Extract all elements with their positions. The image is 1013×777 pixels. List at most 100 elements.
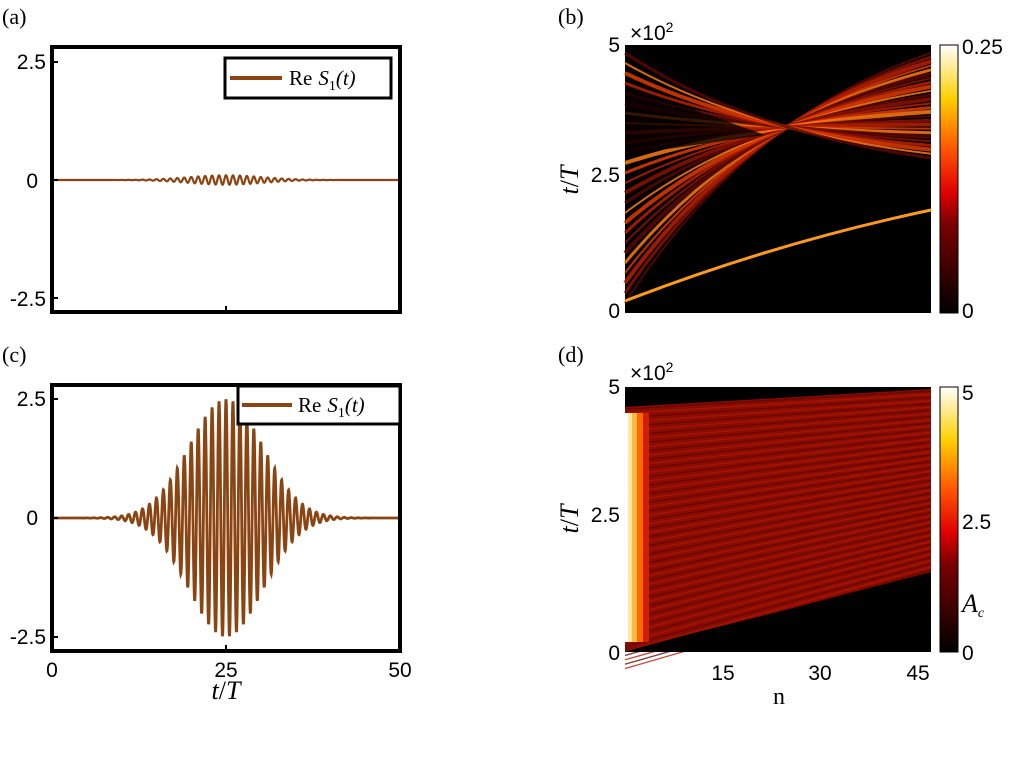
panel-label-b: (b) [558,4,584,29]
heatmap-d-ray [624,457,932,503]
cb-d-min: 0 [962,642,974,665]
series-c-re-s1 [52,399,400,637]
heatmap-d-ray [624,470,932,520]
colorbar-b [939,44,959,314]
heatmap-b-dark-region [625,215,931,313]
heatmap-d-ray [624,524,932,595]
colorbar-d [939,386,959,653]
legend-a-text: Re S1(t) [289,66,356,94]
heatmap-d-ray [624,534,932,608]
legend-c: Re S1(t) [236,384,402,426]
heatmap-d-ray [624,425,932,459]
panel-c: 2.5 0 -2.5 0 25 50 t/T Re S1(t) [10,383,412,705]
heatmap-d-ray [624,412,932,441]
heatmap-d-edge-mode [625,413,628,642]
heatmap-b-ray [624,109,932,165]
c-xtick-label: 50 [388,659,411,682]
d-ytick-label: 5 [608,376,620,399]
heatmap-d-ray [624,422,932,454]
d-ytick-label: 2.5 [591,504,620,527]
panel-a: 2.5 0 -2.5 Re S1(t) [10,45,402,314]
heatmap-d-ray [624,553,932,635]
panel-b: ×102 5 2.5 0 t/T 0.25 0 [555,19,1003,323]
heatmap-d-ray [624,492,932,551]
heatmap-d-ray [624,451,932,494]
heatmap-d-ray [624,537,932,613]
cb-b-min: 0 [962,300,974,323]
heatmap-d-ray [624,515,932,582]
heatmap-b-front [624,208,932,303]
heatmap-d-ray [624,428,932,463]
heatmap-d-ray [624,527,932,599]
heatmap-b-ray [624,71,932,152]
b-ytick-label: 5 [608,34,620,57]
heatmap-d-ray [624,476,932,529]
d-multiplier: ×102 [630,359,674,385]
heatmap-d-ray [624,483,932,538]
heatmap-d-ray [624,393,932,415]
heatmap-d-ray [624,518,932,586]
heatmap-d-ray [624,547,932,626]
heatmap-d-ray [624,486,932,542]
heatmap-d-ray [624,543,932,621]
b-multiplier: ×102 [630,19,674,45]
heatmap-d-ray [624,489,932,547]
c-ytick-label: 2.5 [17,388,46,411]
heatmap-d-ray [624,550,932,630]
heatmap-d-ray [624,566,932,652]
heatmap-d-ray [624,502,932,564]
heatmap-d-ray [624,406,932,432]
heatmap-d-ray [624,403,932,428]
series-a-re-s1 [52,174,400,186]
heatmap-d-ray [624,473,932,525]
d-xaxis-label: n [773,684,785,710]
panel-label-c: (c) [2,342,26,367]
heatmap-b-rays [623,51,932,313]
c-xaxis-label: t/T [212,676,242,705]
heatmap-d-ray [624,563,932,648]
d-xtick-label: 15 [711,662,734,685]
legend-c-text: Re S1(t) [298,393,365,421]
heatmap-d-edge-mode [632,413,637,642]
heatmap-d-edge-mode [628,413,632,642]
d-xtick-label: 30 [808,662,831,685]
c-xtick-label: 25 [214,659,237,682]
cb-d-mid: 2.5 [962,511,991,534]
b-yaxis-label: t/T [555,164,584,194]
d-xtick-label: 45 [906,662,929,685]
heatmap-d-ray [624,438,932,476]
heatmap-d-ray [624,508,932,573]
heatmap-d-ray [624,505,932,569]
cb-d-label: Ac [960,589,985,621]
a-ytick-label: 2.5 [17,51,46,74]
c-xtick-label: 0 [46,659,58,682]
legend-a: Re S1(t) [223,56,393,100]
heatmap-d-ray [624,463,932,511]
heatmap-b-dark-wedge [625,85,765,155]
heatmap-d-ray [624,447,932,489]
heatmap-d-rays [624,389,932,670]
heatmap-d-ray [624,499,932,560]
heatmap-d-ray [624,479,932,533]
heatmap-d-ray [624,556,932,639]
heatmap-d-dark-region [625,572,931,652]
a-ytick-label: 0 [26,170,38,193]
panel-d: ×102 5 2.5 0 15 30 45 n t/T 5 2.5 0 Ac [555,359,991,710]
heatmap-d-ray [624,454,932,498]
b-ytick-label: 0 [608,300,620,323]
heatmap-d-ray [624,431,932,467]
heatmap-d-ray [624,467,932,516]
a-ytick-label: -2.5 [10,288,46,311]
heatmap-d-ray [624,390,932,410]
c-ytick-label: 0 [26,507,38,530]
heatmap-d-ray [624,415,932,445]
heatmap-b-ray [623,84,932,225]
heatmap-b-ray [624,51,932,160]
heatmap-d-edge-mode [643,413,649,642]
heatmap-d-ray [624,540,932,617]
b-ytick-label: 2.5 [591,164,620,187]
d-yaxis-label: t/T [555,503,584,533]
cb-b-max: 0.25 [962,36,1003,59]
heatmap-d-ray [624,444,932,485]
heatmap-d-ray [624,521,932,591]
